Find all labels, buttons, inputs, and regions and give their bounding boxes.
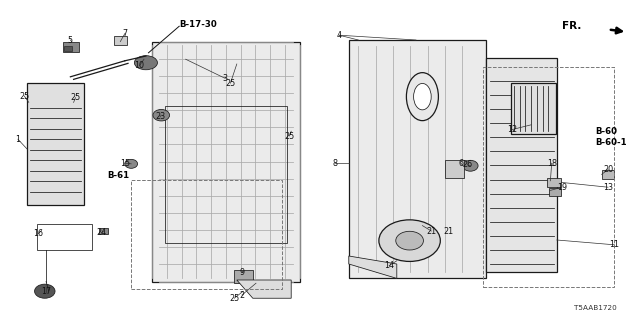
Text: 25: 25 (284, 132, 294, 140)
Bar (165, 106, 287, 243)
Ellipse shape (35, 284, 55, 298)
Bar (602, 170, 614, 179)
Text: 11: 11 (609, 240, 620, 249)
Text: 24: 24 (96, 228, 106, 237)
Text: B-60: B-60 (595, 127, 617, 136)
Text: 5: 5 (68, 36, 73, 44)
Text: 26: 26 (462, 160, 472, 169)
Bar (131, 180, 282, 289)
Text: 9: 9 (239, 268, 244, 277)
Bar (234, 270, 253, 283)
Text: B-61: B-61 (108, 171, 130, 180)
Text: 20: 20 (603, 165, 613, 174)
Text: 12: 12 (507, 125, 517, 134)
Text: 8: 8 (332, 159, 337, 168)
Text: 25: 25 (19, 92, 29, 100)
Text: 1: 1 (15, 135, 20, 144)
Text: 18: 18 (547, 159, 557, 168)
Ellipse shape (413, 84, 431, 110)
Polygon shape (237, 280, 291, 298)
Bar (152, 42, 300, 282)
Text: 6: 6 (458, 159, 463, 168)
Ellipse shape (463, 160, 478, 171)
Bar (547, 178, 561, 187)
Text: 7: 7 (122, 29, 127, 38)
Text: 25: 25 (229, 294, 239, 303)
Text: 17: 17 (41, 287, 51, 296)
Text: 13: 13 (603, 183, 613, 192)
Text: FR.: FR. (562, 20, 581, 31)
Bar (349, 40, 486, 278)
Text: 10: 10 (134, 61, 145, 70)
Bar (486, 58, 557, 272)
Bar (64, 46, 72, 51)
Ellipse shape (134, 56, 157, 70)
Bar (63, 42, 79, 52)
Text: B-17-30: B-17-30 (179, 20, 217, 28)
Text: 14: 14 (384, 261, 394, 270)
Bar (445, 160, 464, 178)
Text: 21: 21 (426, 227, 436, 236)
Text: 19: 19 (557, 183, 567, 192)
Bar (99, 228, 108, 234)
Text: 25: 25 (70, 93, 81, 102)
Bar (511, 83, 556, 134)
Text: 2: 2 (239, 291, 244, 300)
Text: 3: 3 (223, 74, 228, 83)
Ellipse shape (396, 231, 424, 250)
Bar (483, 67, 614, 287)
Text: 21: 21 (443, 227, 453, 236)
Text: 25: 25 (225, 79, 236, 88)
Text: 16: 16 (33, 229, 44, 238)
Bar (27, 83, 84, 205)
Bar (37, 224, 92, 250)
Bar (549, 188, 561, 196)
Polygon shape (349, 256, 397, 278)
Text: 15: 15 (120, 159, 130, 168)
Text: 23: 23 (155, 112, 165, 121)
Text: T5AAB1720: T5AAB1720 (574, 305, 616, 311)
Ellipse shape (153, 109, 170, 121)
Ellipse shape (125, 159, 138, 168)
Text: B-60-1: B-60-1 (595, 138, 627, 147)
Ellipse shape (406, 73, 438, 121)
Ellipse shape (379, 220, 440, 261)
Text: 4: 4 (337, 31, 342, 40)
Bar (114, 36, 127, 45)
